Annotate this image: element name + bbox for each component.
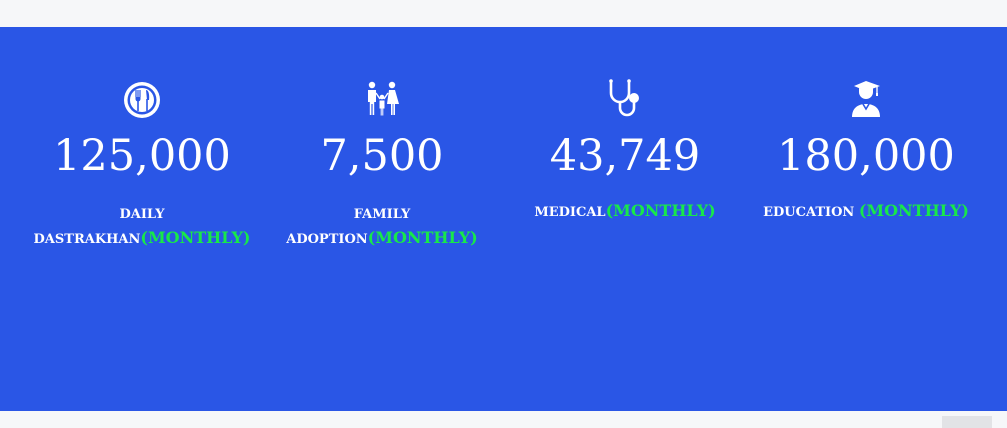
stat-daily-dastrakhan: 125,000 DAILY DASTRAKHAN(MONTHLY): [17, 77, 267, 251]
stat-label-line1: FAMILY: [353, 207, 411, 222]
stat-family-adoption: 7,500 FAMILY ADOPTION(MONTHLY): [257, 77, 507, 251]
plate-cutlery-icon: [124, 82, 160, 118]
stat-number: 180,000: [777, 131, 955, 181]
stat-medical: 43,749 MEDICAL(MONTHLY): [500, 77, 750, 224]
top-page-strip: [0, 0, 1007, 27]
stat-label-line2: ADOPTION: [286, 232, 368, 247]
bottom-page-strip: [0, 411, 1007, 428]
stat-label-line1: DAILY: [119, 207, 165, 222]
stethoscope-icon: [609, 79, 639, 117]
stat-label-line1: EDUCATION: [763, 205, 859, 220]
stat-education: 180,000 EDUCATION (MONTHLY): [741, 77, 991, 224]
statistics-section: [0, 27, 1007, 411]
scroll-to-top-button[interactable]: [942, 416, 992, 428]
monthly-tag: (MONTHLY): [367, 228, 478, 247]
family-icon: [368, 81, 399, 116]
stat-label: FAMILY ADOPTION(MONTHLY): [257, 203, 507, 251]
stat-label-line1: MEDICAL: [534, 205, 606, 220]
stat-label: EDUCATION (MONTHLY): [741, 199, 991, 224]
stat-label-line2: DASTRAKHAN: [33, 232, 141, 247]
monthly-tag: (MONTHLY): [140, 228, 251, 247]
monthly-tag: (MONTHLY): [605, 201, 716, 220]
monthly-tag: (MONTHLY): [858, 201, 969, 220]
stat-label: MEDICAL(MONTHLY): [500, 199, 750, 224]
stat-number: 43,749: [549, 131, 701, 181]
graduate-icon: [852, 81, 880, 117]
stat-number: 125,000: [53, 131, 231, 181]
stat-number: 7,500: [320, 131, 444, 181]
stat-label: DAILY DASTRAKHAN(MONTHLY): [17, 203, 267, 251]
